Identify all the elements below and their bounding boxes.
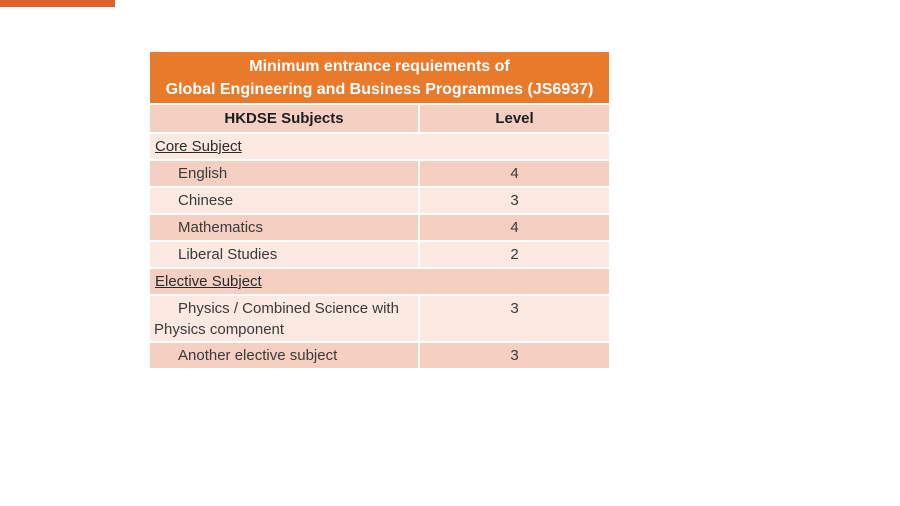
subject-level: 2 [420,242,609,267]
top-left-accent-bar [0,0,115,7]
column-header-row: HKDSE Subjects Level [150,105,609,132]
subject-name: Mathematics [150,215,418,240]
section-label: Core Subject [150,134,609,159]
subject-name: Chinese [150,188,418,213]
subject-name: Physics / Combined Science with Physics … [150,296,418,341]
column-header-subjects: HKDSE Subjects [150,105,418,132]
subject-name: English [150,161,418,186]
table-row-mathematics: Mathematics 4 [150,215,609,240]
table-title-line-2: Global Engineering and Business Programm… [165,80,594,98]
section-label: Elective Subject [150,269,609,294]
table-row-liberal-studies: Liberal Studies 2 [150,242,609,267]
table-row-physics: Physics / Combined Science with Physics … [150,296,609,341]
section-row-core-subject: Core Subject [150,134,609,159]
section-row-elective-subject: Elective Subject [150,269,609,294]
subject-level: 4 [420,215,609,240]
table-row-chinese: Chinese 3 [150,188,609,213]
subject-level: 3 [420,343,609,368]
subject-level: 3 [420,296,609,341]
table-title-line-1: Minimum entrance requiements of [249,57,510,75]
subject-level: 4 [420,161,609,186]
subject-name: Another elective subject [150,343,418,368]
table-row-another-elective: Another elective subject 3 [150,343,609,368]
table-row-english: English 4 [150,161,609,186]
column-header-level: Level [420,105,609,132]
table-title: Minimum entrance requiements of Global E… [150,52,609,103]
entrance-requirements-table: Minimum entrance requiements of Global E… [150,52,609,368]
subject-level: 3 [420,188,609,213]
subject-name: Liberal Studies [150,242,418,267]
